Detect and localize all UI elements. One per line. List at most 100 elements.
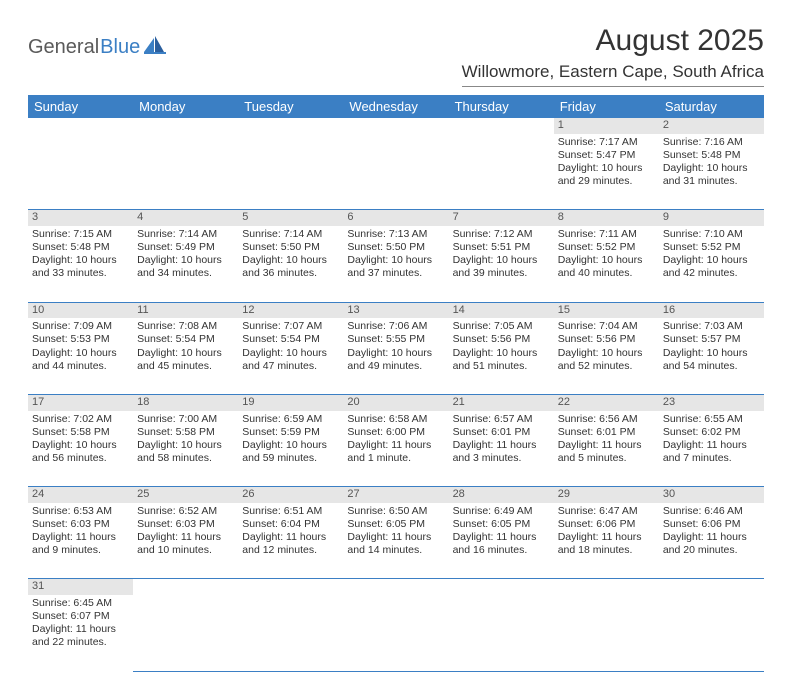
daylight-text: Daylight: 10 hours [32,347,129,360]
daylight-text: Daylight: 11 hours [347,531,444,544]
daylight-text: Daylight: 10 hours [32,254,129,267]
daylight-text: and 44 minutes. [32,360,129,373]
day-cell: Sunrise: 7:03 AMSunset: 5:57 PMDaylight:… [659,318,764,394]
day-cell: Sunrise: 6:59 AMSunset: 5:59 PMDaylight:… [238,411,343,487]
day-number-cell: 25 [133,487,238,503]
day-cell: Sunrise: 6:56 AMSunset: 6:01 PMDaylight:… [554,411,659,487]
sunset-text: Sunset: 5:53 PM [32,333,129,346]
day-cell: Sunrise: 7:14 AMSunset: 5:50 PMDaylight:… [238,226,343,302]
day-number-cell: 15 [554,302,659,318]
sunset-text: Sunset: 5:56 PM [453,333,550,346]
day-cell: Sunrise: 6:50 AMSunset: 6:05 PMDaylight:… [343,503,448,579]
day-cell: Sunrise: 6:58 AMSunset: 6:00 PMDaylight:… [343,411,448,487]
day-number-cell [554,579,659,595]
sunset-text: Sunset: 6:00 PM [347,426,444,439]
daylight-text: and 18 minutes. [558,544,655,557]
daylight-text: and 14 minutes. [347,544,444,557]
weekday-header: Friday [554,95,659,118]
daynum-row: 3456789 [28,210,764,226]
logo-text-blue: Blue [100,36,140,59]
sunset-text: Sunset: 5:50 PM [347,241,444,254]
day-number-cell: 14 [449,302,554,318]
sunrise-text: Sunrise: 7:16 AM [663,136,760,149]
daylight-text: and 54 minutes. [663,360,760,373]
daylight-text: Daylight: 11 hours [558,439,655,452]
daylight-text: Daylight: 10 hours [347,254,444,267]
daylight-text: and 56 minutes. [32,452,129,465]
daylight-text: and 5 minutes. [558,452,655,465]
day-cell: Sunrise: 7:14 AMSunset: 5:49 PMDaylight:… [133,226,238,302]
day-number-cell: 22 [554,394,659,410]
day-number-cell [238,118,343,134]
location-text: Willowmore, Eastern Cape, South Africa [462,62,764,87]
day-cell: Sunrise: 7:11 AMSunset: 5:52 PMDaylight:… [554,226,659,302]
day-cell: Sunrise: 6:57 AMSunset: 6:01 PMDaylight:… [449,411,554,487]
day-cell [133,595,238,671]
day-cell: Sunrise: 6:49 AMSunset: 6:05 PMDaylight:… [449,503,554,579]
daylight-text: and 7 minutes. [663,452,760,465]
day-cell [343,134,448,210]
sunset-text: Sunset: 5:59 PM [242,426,339,439]
day-number-cell: 27 [343,487,448,503]
sunrise-text: Sunrise: 6:53 AM [32,505,129,518]
day-cell: Sunrise: 6:53 AMSunset: 6:03 PMDaylight:… [28,503,133,579]
sunrise-text: Sunrise: 6:57 AM [453,413,550,426]
daylight-text: Daylight: 10 hours [663,254,760,267]
sunrise-text: Sunrise: 7:17 AM [558,136,655,149]
sunset-text: Sunset: 6:07 PM [32,610,129,623]
sunrise-text: Sunrise: 7:14 AM [242,228,339,241]
day-cell: Sunrise: 6:45 AMSunset: 6:07 PMDaylight:… [28,595,133,671]
sunrise-text: Sunrise: 7:05 AM [453,320,550,333]
sunrise-text: Sunrise: 7:12 AM [453,228,550,241]
daylight-text: and 9 minutes. [32,544,129,557]
sunrise-text: Sunrise: 7:09 AM [32,320,129,333]
sunset-text: Sunset: 6:03 PM [137,518,234,531]
day-cell: Sunrise: 7:12 AMSunset: 5:51 PMDaylight:… [449,226,554,302]
day-cell: Sunrise: 7:08 AMSunset: 5:54 PMDaylight:… [133,318,238,394]
sunset-text: Sunset: 6:03 PM [32,518,129,531]
daylight-text: and 45 minutes. [137,360,234,373]
day-number-cell: 10 [28,302,133,318]
daynum-row: 31 [28,579,764,595]
logo: General Blue [28,36,166,59]
daylight-text: and 3 minutes. [453,452,550,465]
sunrise-text: Sunrise: 7:10 AM [663,228,760,241]
daylight-text: Daylight: 10 hours [242,439,339,452]
daylight-text: Daylight: 11 hours [558,531,655,544]
day-cell: Sunrise: 6:47 AMSunset: 6:06 PMDaylight:… [554,503,659,579]
daylight-text: and 47 minutes. [242,360,339,373]
day-cell: Sunrise: 6:46 AMSunset: 6:06 PMDaylight:… [659,503,764,579]
week-row: Sunrise: 6:53 AMSunset: 6:03 PMDaylight:… [28,503,764,579]
daylight-text: and 1 minute. [347,452,444,465]
daylight-text: Daylight: 10 hours [558,347,655,360]
day-number-cell: 8 [554,210,659,226]
daynum-row: 12 [28,118,764,134]
day-number-cell [28,118,133,134]
day-number-cell: 29 [554,487,659,503]
day-number-cell: 18 [133,394,238,410]
weekday-header: Tuesday [238,95,343,118]
daylight-text: Daylight: 10 hours [137,347,234,360]
day-cell: Sunrise: 7:06 AMSunset: 5:55 PMDaylight:… [343,318,448,394]
sunset-text: Sunset: 5:51 PM [453,241,550,254]
sunset-text: Sunset: 5:57 PM [663,333,760,346]
week-row: Sunrise: 7:09 AMSunset: 5:53 PMDaylight:… [28,318,764,394]
sunrise-text: Sunrise: 7:08 AM [137,320,234,333]
calendar-table: Sunday Monday Tuesday Wednesday Thursday… [28,95,764,672]
day-number-cell: 11 [133,302,238,318]
daylight-text: Daylight: 11 hours [32,531,129,544]
day-cell [659,595,764,671]
day-cell: Sunrise: 7:16 AMSunset: 5:48 PMDaylight:… [659,134,764,210]
day-number-cell: 31 [28,579,133,595]
logo-text-general: General [28,36,99,59]
day-cell [133,134,238,210]
daylight-text: Daylight: 10 hours [347,347,444,360]
sunrise-text: Sunrise: 7:02 AM [32,413,129,426]
daylight-text: and 22 minutes. [32,636,129,649]
sunrise-text: Sunrise: 7:14 AM [137,228,234,241]
day-number-cell [343,118,448,134]
daylight-text: and 29 minutes. [558,175,655,188]
day-number-cell [343,579,448,595]
day-cell: Sunrise: 6:51 AMSunset: 6:04 PMDaylight:… [238,503,343,579]
day-cell: Sunrise: 6:55 AMSunset: 6:02 PMDaylight:… [659,411,764,487]
